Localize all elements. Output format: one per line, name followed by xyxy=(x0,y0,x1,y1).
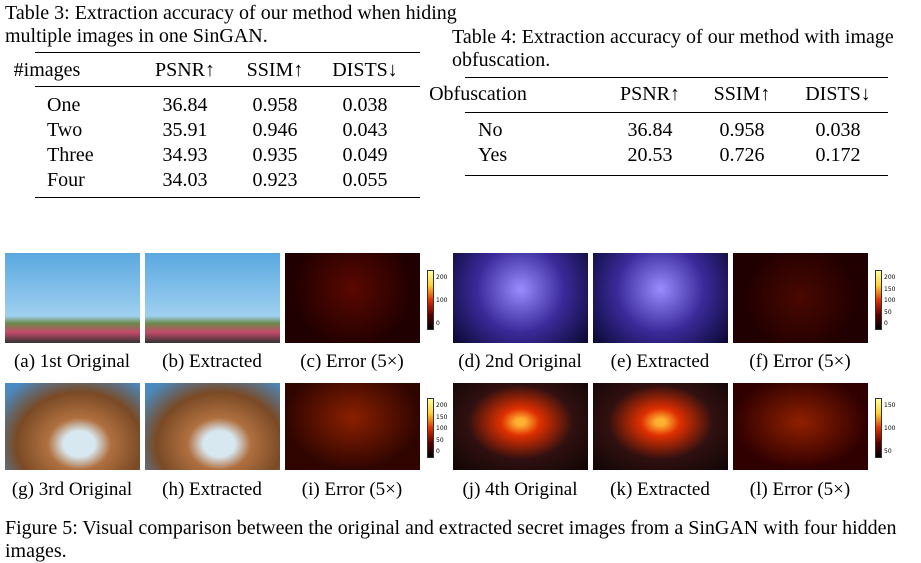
table-rule xyxy=(35,52,420,53)
colorbar-label: 100 xyxy=(436,297,448,304)
table-header: Obfuscation xyxy=(429,83,527,105)
colorbar-label: 150 xyxy=(436,413,448,421)
image xyxy=(5,253,140,343)
table-rule xyxy=(465,175,888,176)
table-header: PSNR↑ xyxy=(619,83,681,105)
table-cell: One xyxy=(47,94,81,116)
table-cell: 0.923 xyxy=(252,169,298,191)
colorbar-label: 200 xyxy=(884,274,896,281)
table-header: PSNR↑ xyxy=(154,59,216,81)
table-header: DISTS↓ xyxy=(805,83,871,105)
panel-caption: (j) 4th Original xyxy=(462,479,578,500)
image xyxy=(453,383,588,470)
table-cell: 0.726 xyxy=(719,144,765,166)
colorbar-label: 0 xyxy=(436,448,440,455)
panel-caption: (d) 2nd Original xyxy=(458,351,582,372)
colorbar xyxy=(427,270,434,330)
table-cell: No xyxy=(478,119,503,141)
panel-caption: (l) Error (5×) xyxy=(749,479,851,500)
image xyxy=(733,383,868,470)
table-cell: 36.84 xyxy=(627,119,673,141)
figure-caption: Figure 5: Visual comparison between the … xyxy=(5,517,897,562)
table-cell: 34.03 xyxy=(162,169,208,191)
image xyxy=(145,253,280,343)
image xyxy=(733,253,868,343)
colorbar-label: 150 xyxy=(884,402,896,409)
panel-caption: (c) Error (5×) xyxy=(300,351,404,372)
table-header: SSIM↑ xyxy=(246,59,304,81)
image xyxy=(285,383,420,470)
colorbar-label: 150 xyxy=(884,285,896,293)
table-cell: Four xyxy=(47,169,85,191)
colorbar-label: 50 xyxy=(884,308,892,316)
image xyxy=(593,383,728,470)
table-header: DISTS↓ xyxy=(332,59,398,81)
table-rule xyxy=(465,112,888,113)
panel-caption: (e) Extracted xyxy=(610,351,710,372)
table-cell: 0.958 xyxy=(252,94,298,116)
colorbar-label: 100 xyxy=(436,425,448,432)
table4-caption: Table 4: Extraction accuracy of our meth… xyxy=(452,26,894,71)
table-cell: 34.93 xyxy=(162,144,208,166)
panel-caption: (g) 3rd Original xyxy=(11,479,133,500)
table-rule xyxy=(465,77,888,78)
colorbar-label: 200 xyxy=(436,402,448,409)
table-cell: 0.172 xyxy=(815,144,861,166)
colorbar-label: 100 xyxy=(884,425,896,432)
panel-caption: (b) Extracted xyxy=(162,351,262,372)
colorbar-label: 50 xyxy=(884,448,892,455)
table-cell: 0.038 xyxy=(342,94,388,116)
table-header: SSIM↑ xyxy=(713,83,771,105)
table-cell: Three xyxy=(47,144,94,166)
table-cell: 0.038 xyxy=(815,119,861,141)
table-cell: 36.84 xyxy=(162,94,208,116)
image xyxy=(453,253,588,343)
panel-caption: (h) Extracted xyxy=(162,479,262,500)
table-cell: 0.958 xyxy=(719,119,765,141)
colorbar-label: 50 xyxy=(436,436,444,444)
table-cell: Yes xyxy=(478,144,508,166)
table-rule xyxy=(35,197,420,198)
table-cell: 0.935 xyxy=(252,144,298,166)
panel-caption: (k) Extracted xyxy=(610,479,710,500)
colorbar xyxy=(427,398,434,458)
table-cell: 35.91 xyxy=(162,119,208,141)
table-cell: 20.53 xyxy=(627,144,673,166)
panel-caption: (i) Error (5×) xyxy=(301,479,403,500)
image xyxy=(285,253,420,343)
table-cell: 0.055 xyxy=(342,169,388,191)
panel-caption: (a) 1st Original xyxy=(13,351,131,372)
colorbar-label: 100 xyxy=(884,297,896,304)
table-header: #images xyxy=(13,59,81,81)
colorbar-label: 200 xyxy=(436,274,448,281)
colorbar-label: 0 xyxy=(436,320,440,327)
table-cell: Two xyxy=(47,119,83,141)
colorbar xyxy=(875,270,882,330)
colorbar-label: 0 xyxy=(884,320,888,327)
table-cell: 0.043 xyxy=(342,119,388,141)
table-cell: 0.946 xyxy=(252,119,298,141)
image xyxy=(145,383,280,470)
panel-caption: (f) Error (5×) xyxy=(749,351,851,372)
table-cell: 0.049 xyxy=(342,144,388,166)
image xyxy=(5,383,140,470)
image xyxy=(593,253,728,343)
table3-caption: Table 3: Extraction accuracy of our meth… xyxy=(5,2,457,47)
colorbar xyxy=(875,398,882,458)
table-rule xyxy=(35,86,420,87)
